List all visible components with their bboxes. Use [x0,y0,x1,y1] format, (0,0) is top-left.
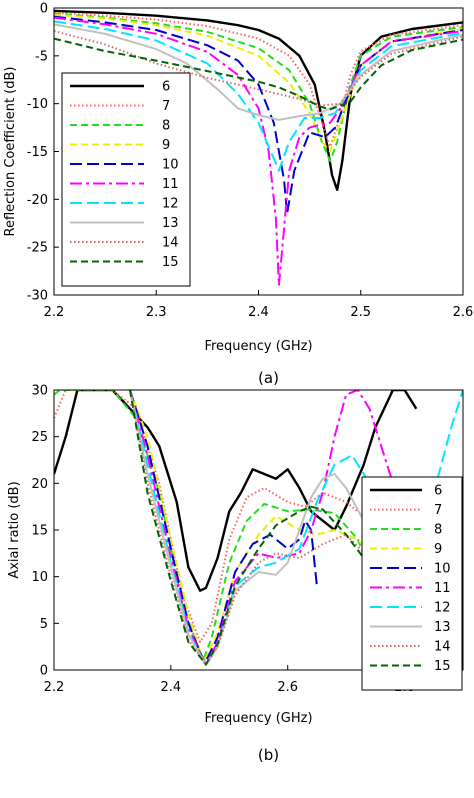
legend-label-15: 15 [162,255,179,270]
series-line-7 [54,390,406,643]
y-tick-label: 15 [31,524,48,539]
legend-label-13: 13 [162,216,179,231]
legend-label-15: 15 [434,659,451,674]
series-line-9 [129,390,406,664]
figure-caption: (b) [258,746,279,764]
legend-label-8: 8 [434,523,442,538]
series-line-13 [129,390,383,667]
y-tick-label: 0 [40,2,48,17]
legend: 6 7 8 9 10 11 12 13 14 15 [361,476,463,691]
series-line-11 [54,16,463,287]
legend-label-11: 11 [434,581,451,596]
x-axis-label: Frequency (GHz) [204,339,312,354]
y-tick-label: -5 [35,49,48,64]
y-tick-label: -30 [27,289,48,304]
y-tick-label: 20 [31,477,48,492]
series-line-15 [54,37,463,111]
y-tick-label: 30 [31,384,48,399]
legend: 6 7 8 9 10 11 12 13 14 15 [61,72,191,287]
series-line-8 [54,390,423,662]
x-tick-label: 2.4 [161,680,182,695]
y-tick-label: -20 [27,193,48,208]
y-tick-label: -15 [27,145,48,160]
legend-label-14: 14 [162,236,179,251]
legend-label-12: 12 [162,197,179,212]
chart-a: 2.2 2.3 2.4 2.5 2.6 0 -5 -10 -15 -20 -25 -30 Frequen… [3,2,473,388]
y-tick-label: -10 [27,97,48,112]
legend-label-6: 6 [434,484,442,499]
legend-label-14: 14 [434,640,451,655]
series-line-10 [129,390,318,665]
series-line-11 [129,390,394,666]
x-tick-label: 2.6 [453,305,474,320]
series-group [54,9,463,287]
x-tick-label: 2.5 [350,305,371,320]
figure-caption: (a) [258,369,279,387]
legend-label-7: 7 [162,99,170,114]
legend-label-7: 7 [434,503,442,518]
x-tick-label: 2.3 [146,305,167,320]
legend-label-6: 6 [162,80,170,95]
y-tick-label: 25 [31,430,48,445]
y-axis-label: Reflection Coefficient (dB) [3,67,18,237]
y-axis-label: Axial ratio (dB) [7,481,22,578]
y-tick-label: 10 [31,570,48,585]
legend-label-10: 10 [434,562,451,577]
y-tick-label: -25 [27,241,48,256]
legend-label-11: 11 [162,177,179,192]
x-tick-label: 2.6 [277,680,298,695]
legend-box [361,476,463,691]
y-tick-label: 5 [40,617,48,632]
legend-label-8: 8 [162,119,170,134]
series-line-14 [129,390,394,666]
legend-label-13: 13 [434,620,451,635]
x-tick-label: 2.2 [44,305,65,320]
x-tick-label: 2.2 [44,680,65,695]
x-tick-label: 2.4 [248,305,269,320]
legend-label-9: 9 [434,542,442,557]
series-line-8 [54,12,463,163]
legend-label-10: 10 [162,158,179,173]
legend-box [61,72,191,287]
series-line-6 [54,9,463,192]
series-line-14 [54,30,463,107]
legend-label-9: 9 [162,138,170,153]
y-tick-label: 0 [40,664,48,679]
chart-b: 2.22.42.62.8051015202530Frequency (GHz)A… [7,384,464,764]
legend-label-12: 12 [434,601,451,616]
x-axis-label: Frequency (GHz) [204,711,312,726]
series-line-13 [54,23,463,121]
